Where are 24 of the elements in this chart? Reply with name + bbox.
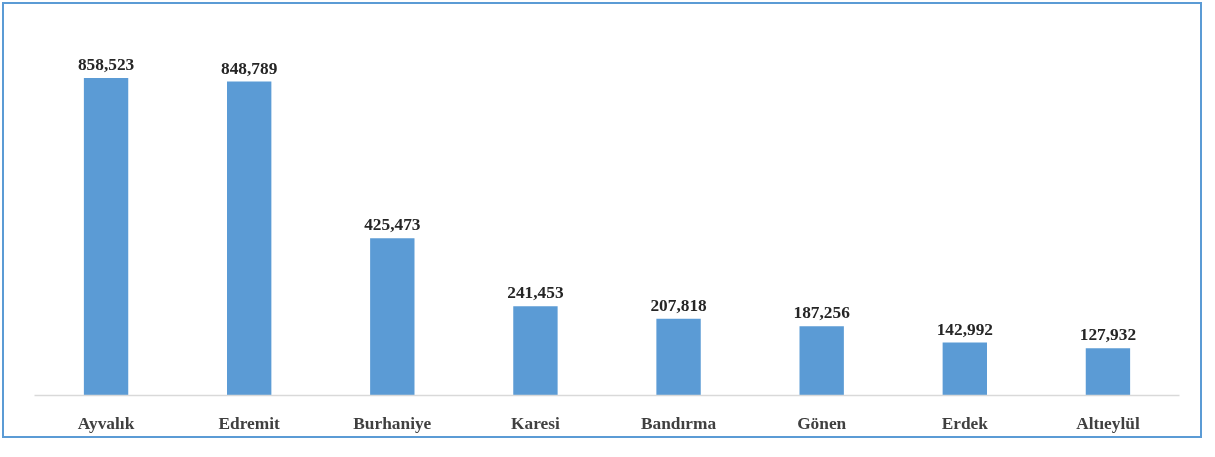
bar: [227, 81, 272, 396]
bar: [513, 306, 558, 396]
x-tick-label: Karesi: [511, 413, 561, 433]
data-label: 241,453: [507, 283, 564, 303]
data-label: 425,473: [364, 215, 421, 235]
bar: [656, 318, 701, 396]
data-label: 848,789: [221, 58, 278, 78]
data-label: 187,256: [793, 303, 851, 323]
x-tick-label: Burhaniye: [353, 413, 432, 433]
data-label: 127,932: [1079, 325, 1137, 345]
x-tick-label: Altıeylül: [1076, 413, 1140, 433]
bar: [83, 78, 129, 396]
x-tick-label: Bandırma: [641, 413, 717, 433]
x-tick-label: Ayvalık: [77, 413, 135, 433]
bar: [1085, 348, 1131, 396]
bar: [942, 342, 987, 396]
x-tick-label: Gönen: [797, 413, 847, 433]
data-label: 142,992: [936, 319, 993, 339]
bar: [799, 326, 844, 396]
data-label: 858,523: [77, 55, 135, 74]
x-tick-label: Edremit: [218, 413, 281, 433]
data-label: 207,818: [650, 295, 708, 315]
bar: [370, 238, 415, 396]
x-tick-label: Erdek: [941, 413, 989, 433]
